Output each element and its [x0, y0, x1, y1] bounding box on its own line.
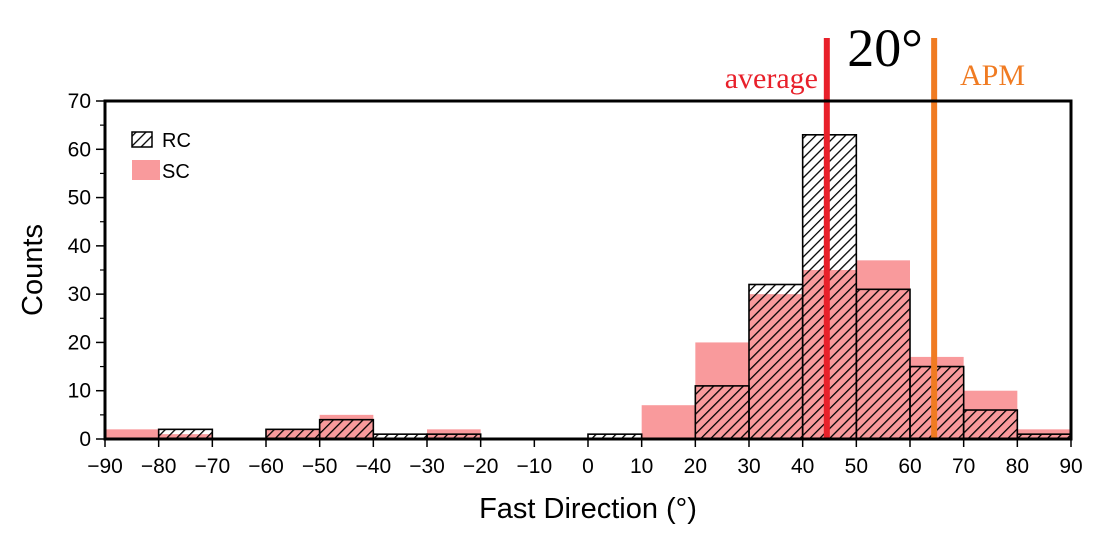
- x-axis-title: Fast Direction (°): [479, 493, 697, 525]
- y-tick-label: 40: [68, 235, 91, 258]
- rc-bar: [748, 283, 804, 440]
- legend-swatch-sc: [132, 160, 160, 180]
- annotation-lines: [823, 38, 938, 439]
- legend-swatch-rc: [131, 131, 153, 148]
- x-tick-label: −80: [141, 455, 177, 478]
- x-tick-label: −20: [463, 455, 499, 478]
- x-tick-label: 30: [737, 455, 760, 478]
- rc-bar: [855, 288, 911, 440]
- x-tick-label: 80: [1006, 455, 1029, 478]
- angle-difference-label: 20°: [847, 18, 923, 78]
- y-axis: 0 10 20 30 40 50 60 70: [68, 90, 105, 451]
- average-label: average: [725, 62, 818, 95]
- x-tick-label: −70: [195, 455, 231, 478]
- y-tick-label: 30: [68, 283, 91, 306]
- x-tick-label: −30: [409, 455, 445, 478]
- x-tick-label: −60: [248, 455, 284, 478]
- rc-bar: [318, 418, 375, 440]
- y-tick-label: 0: [79, 428, 91, 451]
- x-tick-label: 0: [582, 455, 594, 478]
- y-tick-label: 60: [68, 138, 91, 161]
- y-tick-label: 70: [68, 90, 91, 113]
- x-tick-label: 40: [791, 455, 814, 478]
- x-tick-label: 60: [898, 455, 921, 478]
- apm-label: APM: [960, 59, 1025, 92]
- y-axis-title: Counts: [17, 224, 49, 316]
- legend-label-sc: SC: [162, 161, 190, 183]
- x-tick-label: −90: [87, 455, 123, 478]
- y-tick-label: 10: [68, 380, 91, 403]
- sc-bar: [641, 405, 696, 439]
- x-tick-label: 20: [684, 455, 707, 478]
- legend-label-rc: RC: [162, 130, 191, 152]
- rc-bar: [962, 409, 1019, 440]
- legend: RC SC: [131, 130, 191, 183]
- x-tick-label: 90: [1059, 455, 1082, 478]
- x-tick-label: −40: [356, 455, 392, 478]
- x-tick-label: 70: [952, 455, 975, 478]
- sc-bar: [105, 429, 159, 439]
- y-tick-label: 20: [68, 331, 91, 354]
- x-axis: −90 −80 −70 −60 −50 −40 −30 −20 −10 0 10 20 30 40 50 60…: [87, 439, 1083, 478]
- x-tick-label: 50: [845, 455, 868, 478]
- x-tick-label: −10: [517, 455, 553, 478]
- y-tick-label: 50: [68, 187, 91, 210]
- x-tick-label: −50: [302, 455, 338, 478]
- x-tick-label: 10: [630, 455, 653, 478]
- rc-bar: [694, 385, 750, 440]
